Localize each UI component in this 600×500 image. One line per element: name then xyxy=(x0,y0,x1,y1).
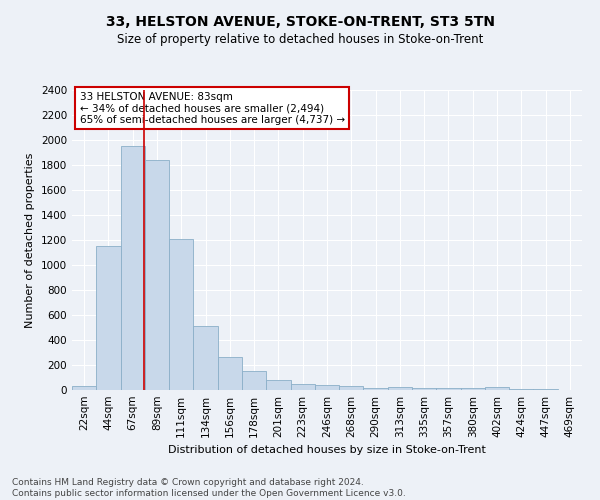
Bar xyxy=(485,387,509,390)
X-axis label: Distribution of detached houses by size in Stoke-on-Trent: Distribution of detached houses by size … xyxy=(168,446,486,456)
Text: Size of property relative to detached houses in Stoke-on-Trent: Size of property relative to detached ho… xyxy=(117,32,483,46)
Bar xyxy=(290,384,315,390)
Bar xyxy=(339,386,364,390)
Bar xyxy=(315,385,339,390)
Text: Contains HM Land Registry data © Crown copyright and database right 2024.
Contai: Contains HM Land Registry data © Crown c… xyxy=(12,478,406,498)
Bar xyxy=(436,388,461,390)
Bar xyxy=(533,389,558,390)
Bar xyxy=(412,388,436,390)
Bar xyxy=(509,388,533,390)
Bar xyxy=(193,326,218,390)
Bar xyxy=(145,160,169,390)
Text: 33 HELSTON AVENUE: 83sqm
← 34% of detached houses are smaller (2,494)
65% of sem: 33 HELSTON AVENUE: 83sqm ← 34% of detach… xyxy=(80,92,345,124)
Text: 33, HELSTON AVENUE, STOKE-ON-TRENT, ST3 5TN: 33, HELSTON AVENUE, STOKE-ON-TRENT, ST3 … xyxy=(106,15,494,29)
Bar xyxy=(242,371,266,390)
Bar xyxy=(96,246,121,390)
Bar xyxy=(364,388,388,390)
Bar xyxy=(266,380,290,390)
Bar xyxy=(121,146,145,390)
Bar xyxy=(218,357,242,390)
Bar xyxy=(388,387,412,390)
Bar xyxy=(72,386,96,390)
Bar xyxy=(461,388,485,390)
Bar xyxy=(169,239,193,390)
Y-axis label: Number of detached properties: Number of detached properties xyxy=(25,152,35,328)
